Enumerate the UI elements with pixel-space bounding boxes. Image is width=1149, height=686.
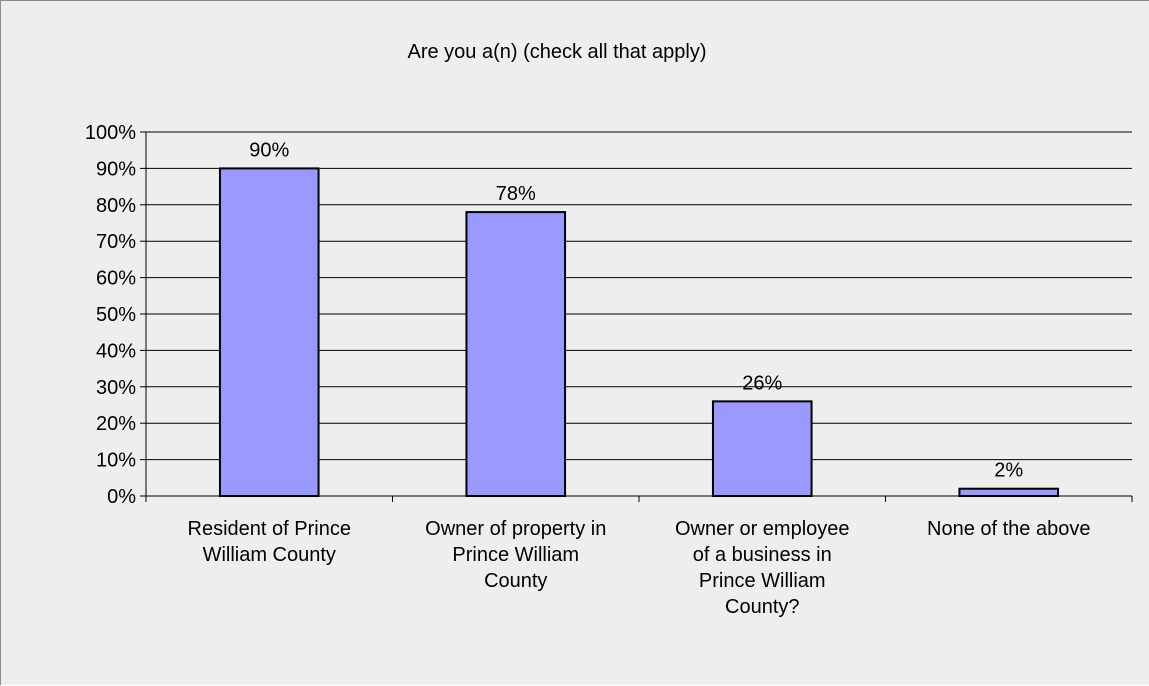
labels: 0% 10% 20% 30% 40% 50% 60% 70% 80% 90% 100% 90% Resi…	[85, 122, 1091, 618]
data-label: 26%	[742, 372, 782, 394]
y-tick-label: 10%	[96, 450, 136, 472]
bar	[711, 400, 813, 497]
y-tick-label: 20%	[96, 413, 136, 435]
data-label: 90%	[249, 139, 289, 161]
chart-title: Are you a(n) (check all that apply)	[407, 41, 706, 63]
data-label: 78%	[496, 183, 536, 205]
category-label: County	[484, 570, 547, 592]
y-tick-label: 30%	[96, 377, 136, 399]
y-tick-label: 0%	[107, 486, 136, 508]
y-tick-label: 40%	[96, 340, 136, 362]
y-tick-label: 80%	[96, 195, 136, 217]
category-label: County?	[725, 596, 800, 618]
category-label: Owner of property in	[425, 518, 606, 540]
bar	[958, 487, 1060, 498]
y-tick-label: 100%	[85, 122, 136, 144]
data-label: 2%	[994, 460, 1023, 482]
y-tick-label: 50%	[96, 304, 136, 326]
category-label: None of the above	[927, 518, 1090, 540]
category-label: William County	[203, 544, 336, 566]
y-tick-label: 90%	[96, 158, 136, 180]
category-label: Prince William	[452, 544, 579, 566]
bar	[465, 211, 567, 498]
category-label: Owner or employee	[675, 518, 850, 540]
y-tick-label: 60%	[96, 268, 136, 290]
bar	[218, 167, 320, 497]
category-label: Prince William	[699, 570, 826, 592]
category-label: of a business in	[693, 544, 832, 566]
bars	[218, 167, 1060, 498]
category-label: Resident of Prince	[188, 518, 351, 540]
y-tick-label: 70%	[96, 231, 136, 253]
